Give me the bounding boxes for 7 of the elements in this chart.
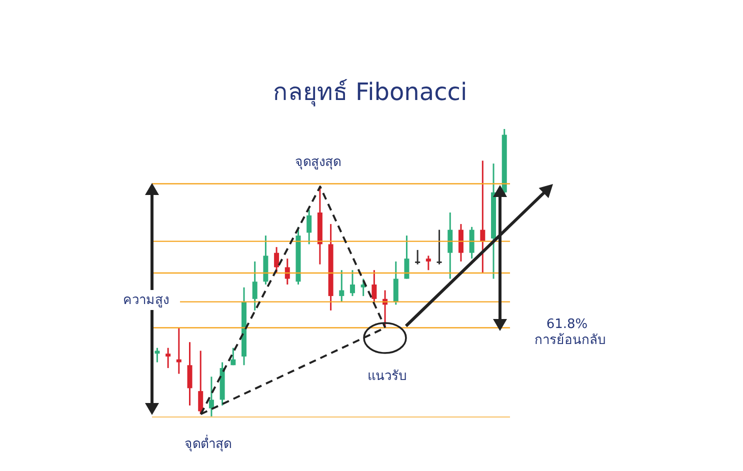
- text: การย้อนกลับ: [534, 333, 606, 348]
- annotation: ความสูง: [123, 293, 169, 308]
- text: 61.8%: [546, 317, 588, 332]
- annotation: จุดสูงสุด: [295, 155, 341, 170]
- chart-title: กลยุทธ์ Fibonacci: [272, 78, 468, 107]
- annotation: แนวรับ: [368, 369, 406, 384]
- text: จุดต่ำสุด: [184, 435, 232, 452]
